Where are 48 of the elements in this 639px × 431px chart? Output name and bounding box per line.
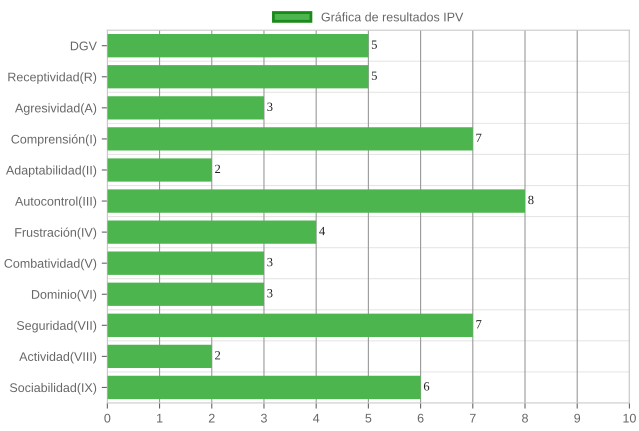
x-tick-label: 9: [574, 414, 580, 423]
x-tick-label: 8: [522, 414, 528, 423]
y-tick-label: Receptividad(R): [8, 72, 96, 84]
x-tick-label: 5: [365, 414, 372, 423]
data-label: 7: [476, 134, 482, 142]
data-label: 2: [215, 164, 220, 173]
bar: [107, 314, 473, 337]
y-tick-label: Actividad(VIII): [19, 352, 96, 364]
y-tick-label: Agresividad(A): [14, 103, 96, 115]
x-tick-label: 10: [623, 414, 636, 423]
data-label: 5: [372, 72, 377, 80]
bar: [107, 127, 473, 151]
bar: [107, 158, 212, 182]
bar: [107, 65, 368, 88]
data-label: 4: [319, 226, 326, 236]
bar: [107, 344, 212, 368]
x-tick-label: 4: [312, 414, 320, 422]
x-tick-label: 3: [260, 414, 267, 423]
data-label: 6: [424, 382, 430, 391]
bar: [107, 376, 421, 400]
bar: [107, 189, 525, 213]
y-tick-label: Combatividad(V): [4, 258, 96, 270]
y-tick-label: Adaptabilidad(II): [6, 165, 96, 178]
data-label: 7: [476, 320, 482, 328]
x-tick-label: 0: [104, 414, 110, 423]
y-tick-label: Dominio(VI): [32, 290, 96, 302]
bar: [107, 252, 264, 275]
data-label: 3: [267, 258, 273, 266]
y-tick-label: Comprensión(I): [11, 134, 96, 146]
y-tick-label: Autocontrol(III): [14, 196, 96, 208]
y-tick-label: Frustración(IV): [15, 228, 96, 240]
y-tick-label: Sociabilidad(IX): [10, 382, 96, 395]
x-tick-label: 2: [208, 414, 215, 422]
y-tick-label: DGV: [70, 42, 97, 50]
bar: [107, 96, 264, 120]
bar: [107, 282, 264, 306]
data-label: 5: [372, 40, 377, 49]
x-tick-label: 1: [157, 414, 162, 422]
x-tick-label: 7: [470, 414, 476, 422]
y-tick-label: Seguridad(VII): [16, 320, 96, 332]
data-label: 8: [528, 196, 534, 204]
data-label: 3: [267, 102, 273, 111]
bar: [107, 34, 368, 58]
bar: [107, 220, 316, 244]
legend-label: Gráfica de resultados IPV: [322, 12, 464, 22]
data-label: 2: [215, 351, 220, 360]
x-tick-label: 6: [418, 414, 424, 423]
data-label: 3: [267, 288, 273, 298]
